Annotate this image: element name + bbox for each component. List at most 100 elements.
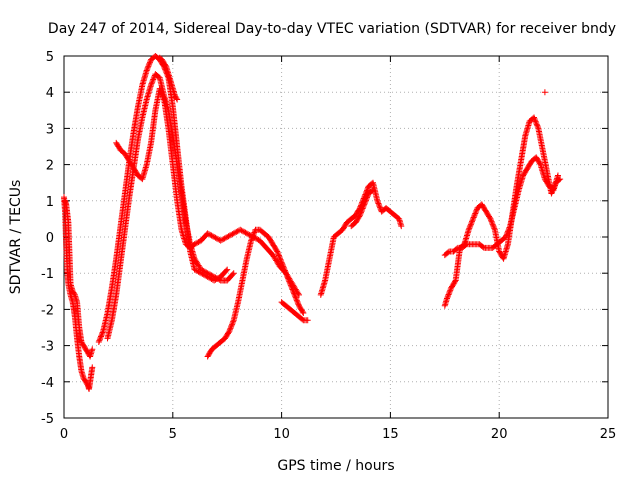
data-point [228, 324, 235, 331]
data-point [489, 221, 496, 228]
data-point [226, 326, 233, 333]
data-point [173, 95, 180, 102]
data-point [281, 266, 288, 273]
data-point [468, 219, 475, 226]
data-point [248, 236, 255, 243]
data-point [211, 234, 218, 240]
data-point [299, 316, 306, 323]
data-point [217, 237, 224, 244]
data-point [287, 282, 294, 289]
data-point [291, 291, 298, 298]
data-point [361, 200, 368, 207]
y-tick-label: -5 [41, 412, 54, 427]
data-point [447, 287, 454, 294]
data-point [451, 278, 458, 285]
data-point [471, 213, 478, 220]
data-point [364, 194, 371, 201]
data-point [360, 204, 367, 211]
data-point [469, 217, 476, 224]
data-point [488, 218, 495, 225]
data-point [249, 234, 256, 241]
data-points [61, 53, 564, 393]
data-point [252, 235, 259, 242]
data-point [97, 333, 104, 340]
y-tick-label: 4 [46, 86, 54, 101]
data-point [375, 200, 382, 207]
data-point [204, 230, 211, 237]
data-point [212, 274, 219, 281]
data-point [291, 290, 298, 297]
data-point [292, 294, 299, 301]
data-point [248, 237, 255, 244]
data-point [362, 197, 369, 204]
data-point [203, 269, 210, 276]
data-point [149, 79, 156, 86]
data-point [208, 272, 215, 279]
data-point [447, 286, 454, 293]
data-point [278, 257, 285, 264]
data-point [146, 60, 153, 67]
data-point [534, 122, 541, 129]
data-point [471, 211, 478, 218]
data-point [194, 268, 201, 275]
data-point [290, 289, 297, 296]
data-point [144, 66, 151, 73]
data-point [285, 276, 292, 283]
data-point [98, 332, 105, 339]
data-point [205, 231, 212, 238]
data-point [295, 301, 302, 308]
data-point [150, 76, 157, 83]
data-point [71, 290, 78, 297]
data-point [286, 278, 293, 285]
data-point [490, 224, 497, 231]
data-point [211, 273, 218, 280]
data-point [192, 267, 199, 274]
data-point [488, 217, 495, 224]
data-point [209, 233, 216, 240]
data-point [472, 210, 479, 217]
data-point [160, 95, 167, 102]
x-tick-label: 15 [382, 427, 399, 442]
data-point [250, 232, 257, 239]
data-point [225, 329, 232, 336]
data-point [200, 268, 207, 275]
data-point [288, 283, 295, 290]
data-point [232, 229, 239, 236]
data-point [241, 228, 248, 235]
data-point [159, 92, 166, 99]
data-point [505, 227, 512, 234]
y-tick-label: -2 [41, 303, 54, 318]
data-point [276, 253, 283, 260]
data-point [149, 77, 156, 84]
data-point [462, 242, 469, 249]
data-point [95, 338, 102, 345]
data-point [223, 267, 230, 274]
data-point [536, 160, 543, 167]
data-point [230, 270, 237, 277]
data-point [202, 268, 209, 275]
data-point [465, 226, 472, 233]
data-point [362, 198, 369, 205]
data-point [358, 208, 365, 215]
data-point [209, 273, 216, 280]
data-point [290, 287, 297, 294]
data-point [225, 233, 232, 240]
data-point [532, 118, 539, 125]
data-point [445, 292, 452, 299]
data-point [216, 276, 223, 283]
data-point [284, 274, 291, 281]
data-point [89, 364, 96, 371]
data-point [205, 270, 212, 277]
data-point [143, 67, 150, 74]
data-point [304, 317, 311, 324]
data-point [279, 260, 286, 267]
data-point [364, 193, 371, 200]
x-tick-label: 25 [600, 427, 617, 442]
data-point [191, 241, 198, 248]
data-point [446, 288, 453, 295]
data-point [554, 172, 561, 179]
data-point [280, 264, 287, 271]
data-point [228, 322, 235, 329]
data-point [242, 229, 249, 236]
